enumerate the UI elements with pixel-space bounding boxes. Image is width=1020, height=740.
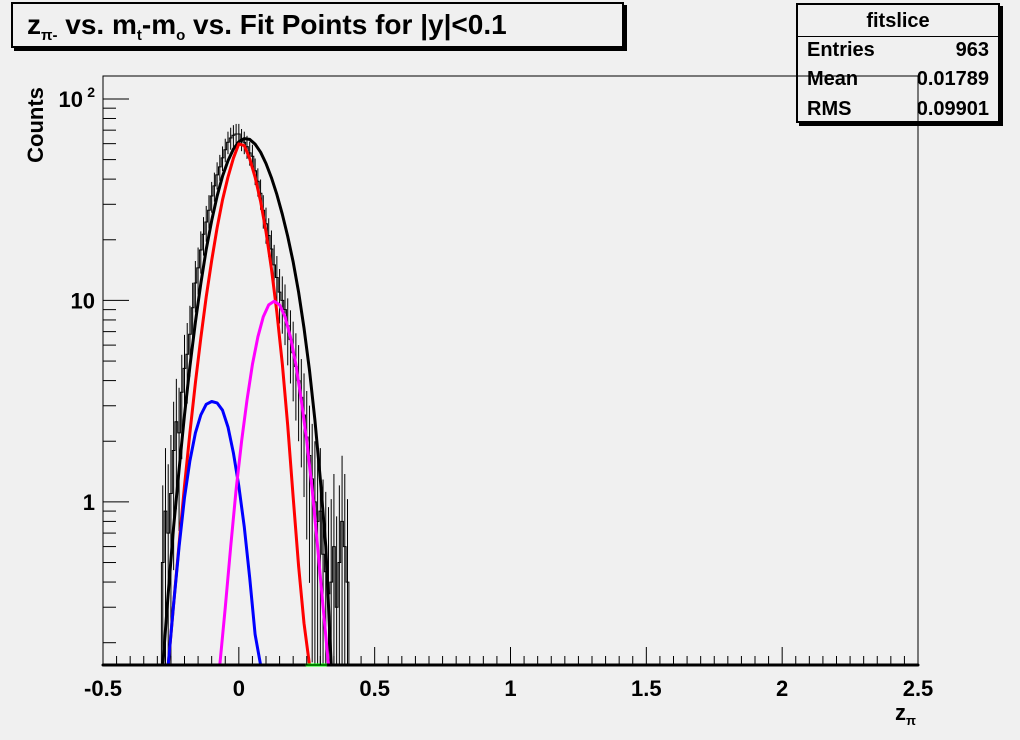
fit-curve xyxy=(166,142,314,667)
chart-title-text: zπ- vs. mt-mo vs. Fit Points for |y|<0.1 xyxy=(27,9,507,52)
title-z: z xyxy=(27,9,41,40)
x-axis-label: zπ xyxy=(895,700,916,728)
title-subscript-o: o xyxy=(176,27,186,44)
x-tick-label: 2.5 xyxy=(903,676,934,701)
stats-value: 0.01789 xyxy=(916,68,989,90)
y-axis-label: Counts xyxy=(23,87,48,163)
stats-value: 0.09901 xyxy=(916,98,989,120)
x-axis-label-z: z xyxy=(895,700,906,725)
stats-label: Entries xyxy=(807,39,875,61)
stats-value: 963 xyxy=(955,39,989,61)
stats-row: Mean 0.01789 xyxy=(798,68,998,96)
histogram-outline xyxy=(160,133,350,665)
stats-label: RMS xyxy=(807,98,852,120)
stats-name: fitslice xyxy=(866,10,930,32)
x-tick-label: 2 xyxy=(776,676,788,701)
fit-curve xyxy=(161,137,333,667)
x-tick-label: 1 xyxy=(504,676,516,701)
stats-row: Entries 963 xyxy=(798,39,998,67)
x-tick-label: -0.5 xyxy=(84,676,122,701)
stats-row: RMS 0.09901 xyxy=(798,98,998,126)
y-tick-label: 10 xyxy=(59,87,83,112)
x-tick-label: 0.5 xyxy=(359,676,390,701)
title-segment: vs. Fit Points for |y|<0.1 xyxy=(185,9,507,40)
y-tick-label-exponent: 2 xyxy=(87,84,95,100)
stats-divider xyxy=(798,36,998,37)
y-tick-label: 1 xyxy=(83,490,95,515)
title-subscript-t: t xyxy=(136,27,142,44)
x-tick-label: 1.5 xyxy=(631,676,662,701)
chart-title: zπ- vs. mt-mo vs. Fit Points for |y|<0.1 xyxy=(11,2,624,48)
stats-label: Mean xyxy=(807,68,859,90)
x-axis-label-pi: π xyxy=(906,713,916,728)
fit-curve xyxy=(188,299,333,667)
x-tick-label: 0 xyxy=(233,676,245,701)
y-tick-label: 10 xyxy=(71,288,95,313)
title-segment: -m xyxy=(141,9,177,40)
title-segment: vs. m xyxy=(57,9,137,40)
fit-curve xyxy=(166,400,268,667)
fit-curves-layer xyxy=(101,137,920,667)
title-subscript-pi: π- xyxy=(41,27,58,44)
stats-box: fitslice Entries 963 Mean 0.01789 RMS 0.… xyxy=(796,3,1000,123)
